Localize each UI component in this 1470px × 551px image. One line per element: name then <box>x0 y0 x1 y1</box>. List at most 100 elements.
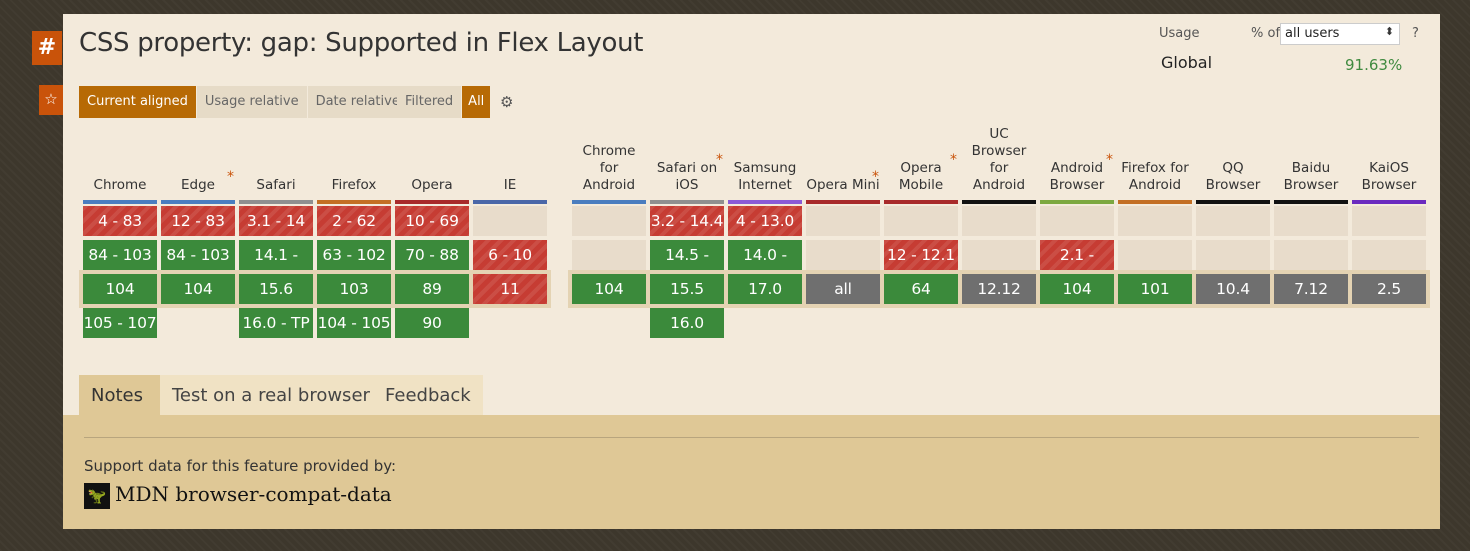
browser-header[interactable]: QQ Browser <box>1205 160 1261 193</box>
browser-header[interactable]: Edge <box>181 177 215 193</box>
support-cell[interactable]: 4 - 13.0 <box>728 206 802 236</box>
support-cell[interactable] <box>1196 240 1270 270</box>
support-cell[interactable]: 14.5 - 15.4 <box>650 240 724 294</box>
support-cell[interactable]: all <box>806 274 880 304</box>
desktop-current-row-highlight <box>79 270 551 308</box>
support-cell[interactable]: 103 <box>317 274 391 304</box>
support-cell[interactable]: 63 - 102 <box>317 240 391 270</box>
support-cell[interactable]: 17.0 <box>728 274 802 304</box>
support-cell[interactable]: 104 <box>161 274 235 304</box>
tab-notes[interactable]: Notes <box>79 375 160 415</box>
browser-note-asterisk: * <box>1106 152 1113 168</box>
help-link[interactable]: ? <box>1412 26 1419 41</box>
support-cell[interactable] <box>962 206 1036 236</box>
browser-header[interactable]: Safari <box>256 177 296 193</box>
support-cell[interactable]: 14.0 - 16.0 <box>728 240 802 294</box>
support-cell[interactable]: 6 - 10 <box>473 240 547 270</box>
support-cell[interactable] <box>1274 240 1348 270</box>
browser-header[interactable]: IE <box>503 177 517 193</box>
current-aligned-button[interactable]: Current aligned <box>79 86 196 118</box>
tab-feedback[interactable]: Feedback <box>373 375 483 415</box>
browser-header[interactable]: Opera Mobile <box>898 160 944 193</box>
filtered-button[interactable]: Filtered <box>397 86 462 118</box>
support-cell[interactable]: 3.2 - 14.4 <box>650 206 724 236</box>
date-relative-button[interactable]: Date relative <box>307 86 408 118</box>
browser-header[interactable]: Safari on iOS <box>656 160 718 193</box>
support-cell[interactable]: 4 - 83 <box>83 206 157 236</box>
support-cell[interactable] <box>884 206 958 236</box>
tab-test-real-browser[interactable]: Test on a real browser <box>160 375 373 415</box>
support-cell[interactable]: 105 - 107 <box>83 308 157 338</box>
support-cell[interactable]: 104 <box>83 274 157 304</box>
browser-header[interactable]: Samsung Internet <box>733 160 797 193</box>
support-cell[interactable]: 15.5 <box>650 274 724 304</box>
support-cell[interactable]: 12 - 12.1 <box>884 240 958 270</box>
browser-color-bar <box>239 200 313 204</box>
browser-color-bar <box>1118 200 1192 204</box>
support-cell[interactable]: 16.0 - TP <box>239 308 313 338</box>
browser-header[interactable]: Baidu Browser <box>1283 160 1339 193</box>
browser-color-bar <box>473 200 547 204</box>
support-cell[interactable]: 11 <box>473 274 547 304</box>
support-cell[interactable]: 70 - 88 <box>395 240 469 270</box>
browser-header[interactable]: Android Browser <box>1049 160 1105 193</box>
support-cell[interactable]: 2 - 62 <box>317 206 391 236</box>
support-cell[interactable]: 64 <box>884 274 958 304</box>
support-cell[interactable]: 15.6 <box>239 274 313 304</box>
support-cell[interactable] <box>1118 240 1192 270</box>
browser-header[interactable]: Firefox <box>331 177 377 193</box>
support-cell[interactable]: 7.12 <box>1274 274 1348 304</box>
support-cell[interactable]: 3.1 - 14 <box>239 206 313 236</box>
percent-of-label: % of <box>1251 26 1281 41</box>
support-cell[interactable]: 2.1 - 4.4.4 <box>1040 240 1114 294</box>
support-cell[interactable]: 101 <box>1118 274 1192 304</box>
browser-header[interactable]: UC Browser for Android <box>971 126 1027 193</box>
select-arrow-icon: ⬍ <box>1384 25 1394 38</box>
browser-header[interactable]: Firefox for Android <box>1121 160 1189 193</box>
feature-anchor-link[interactable]: # <box>32 31 62 65</box>
support-cell[interactable]: 89 <box>395 274 469 304</box>
support-cell[interactable] <box>572 206 646 236</box>
support-cell[interactable]: 104 <box>1040 274 1114 304</box>
bookmark-star-icon[interactable]: ☆ <box>39 85 63 115</box>
tab-test-label: Test on a real browser <box>172 385 370 406</box>
support-cell[interactable]: 10.4 <box>1196 274 1270 304</box>
mdn-logo-icon[interactable]: 🦖 <box>84 483 110 509</box>
browser-color-bar <box>1196 200 1270 204</box>
support-cell[interactable]: 12 - 83 <box>161 206 235 236</box>
support-cell[interactable]: 90 <box>395 308 469 338</box>
mdn-bcd-link[interactable]: MDN browser-compat-data <box>115 482 392 506</box>
browser-header[interactable]: Opera <box>411 177 453 193</box>
support-cell[interactable] <box>1118 206 1192 236</box>
support-cell[interactable]: 104 - 105 <box>317 308 391 338</box>
browser-header[interactable]: Chrome <box>93 177 147 193</box>
support-cell[interactable] <box>806 206 880 236</box>
support-cell[interactable] <box>572 240 646 270</box>
tab-notes-label: Notes <box>91 385 143 406</box>
support-cell[interactable]: 16.0 <box>650 308 724 338</box>
support-cell[interactable]: 84 - 103 <box>161 240 235 270</box>
browser-header[interactable]: Chrome for Android <box>582 143 636 193</box>
support-cell[interactable]: 14.1 - 15.5 <box>239 240 313 294</box>
browser-header[interactable]: Opera Mini <box>806 177 880 193</box>
support-cell[interactable]: 12.12 <box>962 274 1036 304</box>
support-cell[interactable] <box>1040 206 1114 236</box>
support-cell[interactable] <box>806 240 880 270</box>
support-cell[interactable] <box>473 206 547 236</box>
support-cell[interactable] <box>1352 206 1426 236</box>
support-cell[interactable] <box>1274 206 1348 236</box>
browser-color-bar <box>395 200 469 204</box>
usage-relative-button[interactable]: Usage relative <box>196 86 307 118</box>
browser-note-asterisk: * <box>872 169 879 185</box>
browser-header[interactable]: KaiOS Browser <box>1361 160 1417 193</box>
support-cell[interactable] <box>1352 240 1426 270</box>
support-cell[interactable]: 104 <box>572 274 646 304</box>
support-cell[interactable]: 2.5 <box>1352 274 1426 304</box>
support-cell[interactable] <box>1196 206 1270 236</box>
support-cell[interactable]: 10 - 69 <box>395 206 469 236</box>
user-scope-select[interactable]: all users ⬍ <box>1280 23 1400 45</box>
support-cell[interactable]: 84 - 103 <box>83 240 157 270</box>
support-cell[interactable] <box>962 240 1036 270</box>
all-button[interactable]: All <box>462 86 491 118</box>
settings-gear-icon[interactable]: ⚙ <box>500 93 514 111</box>
